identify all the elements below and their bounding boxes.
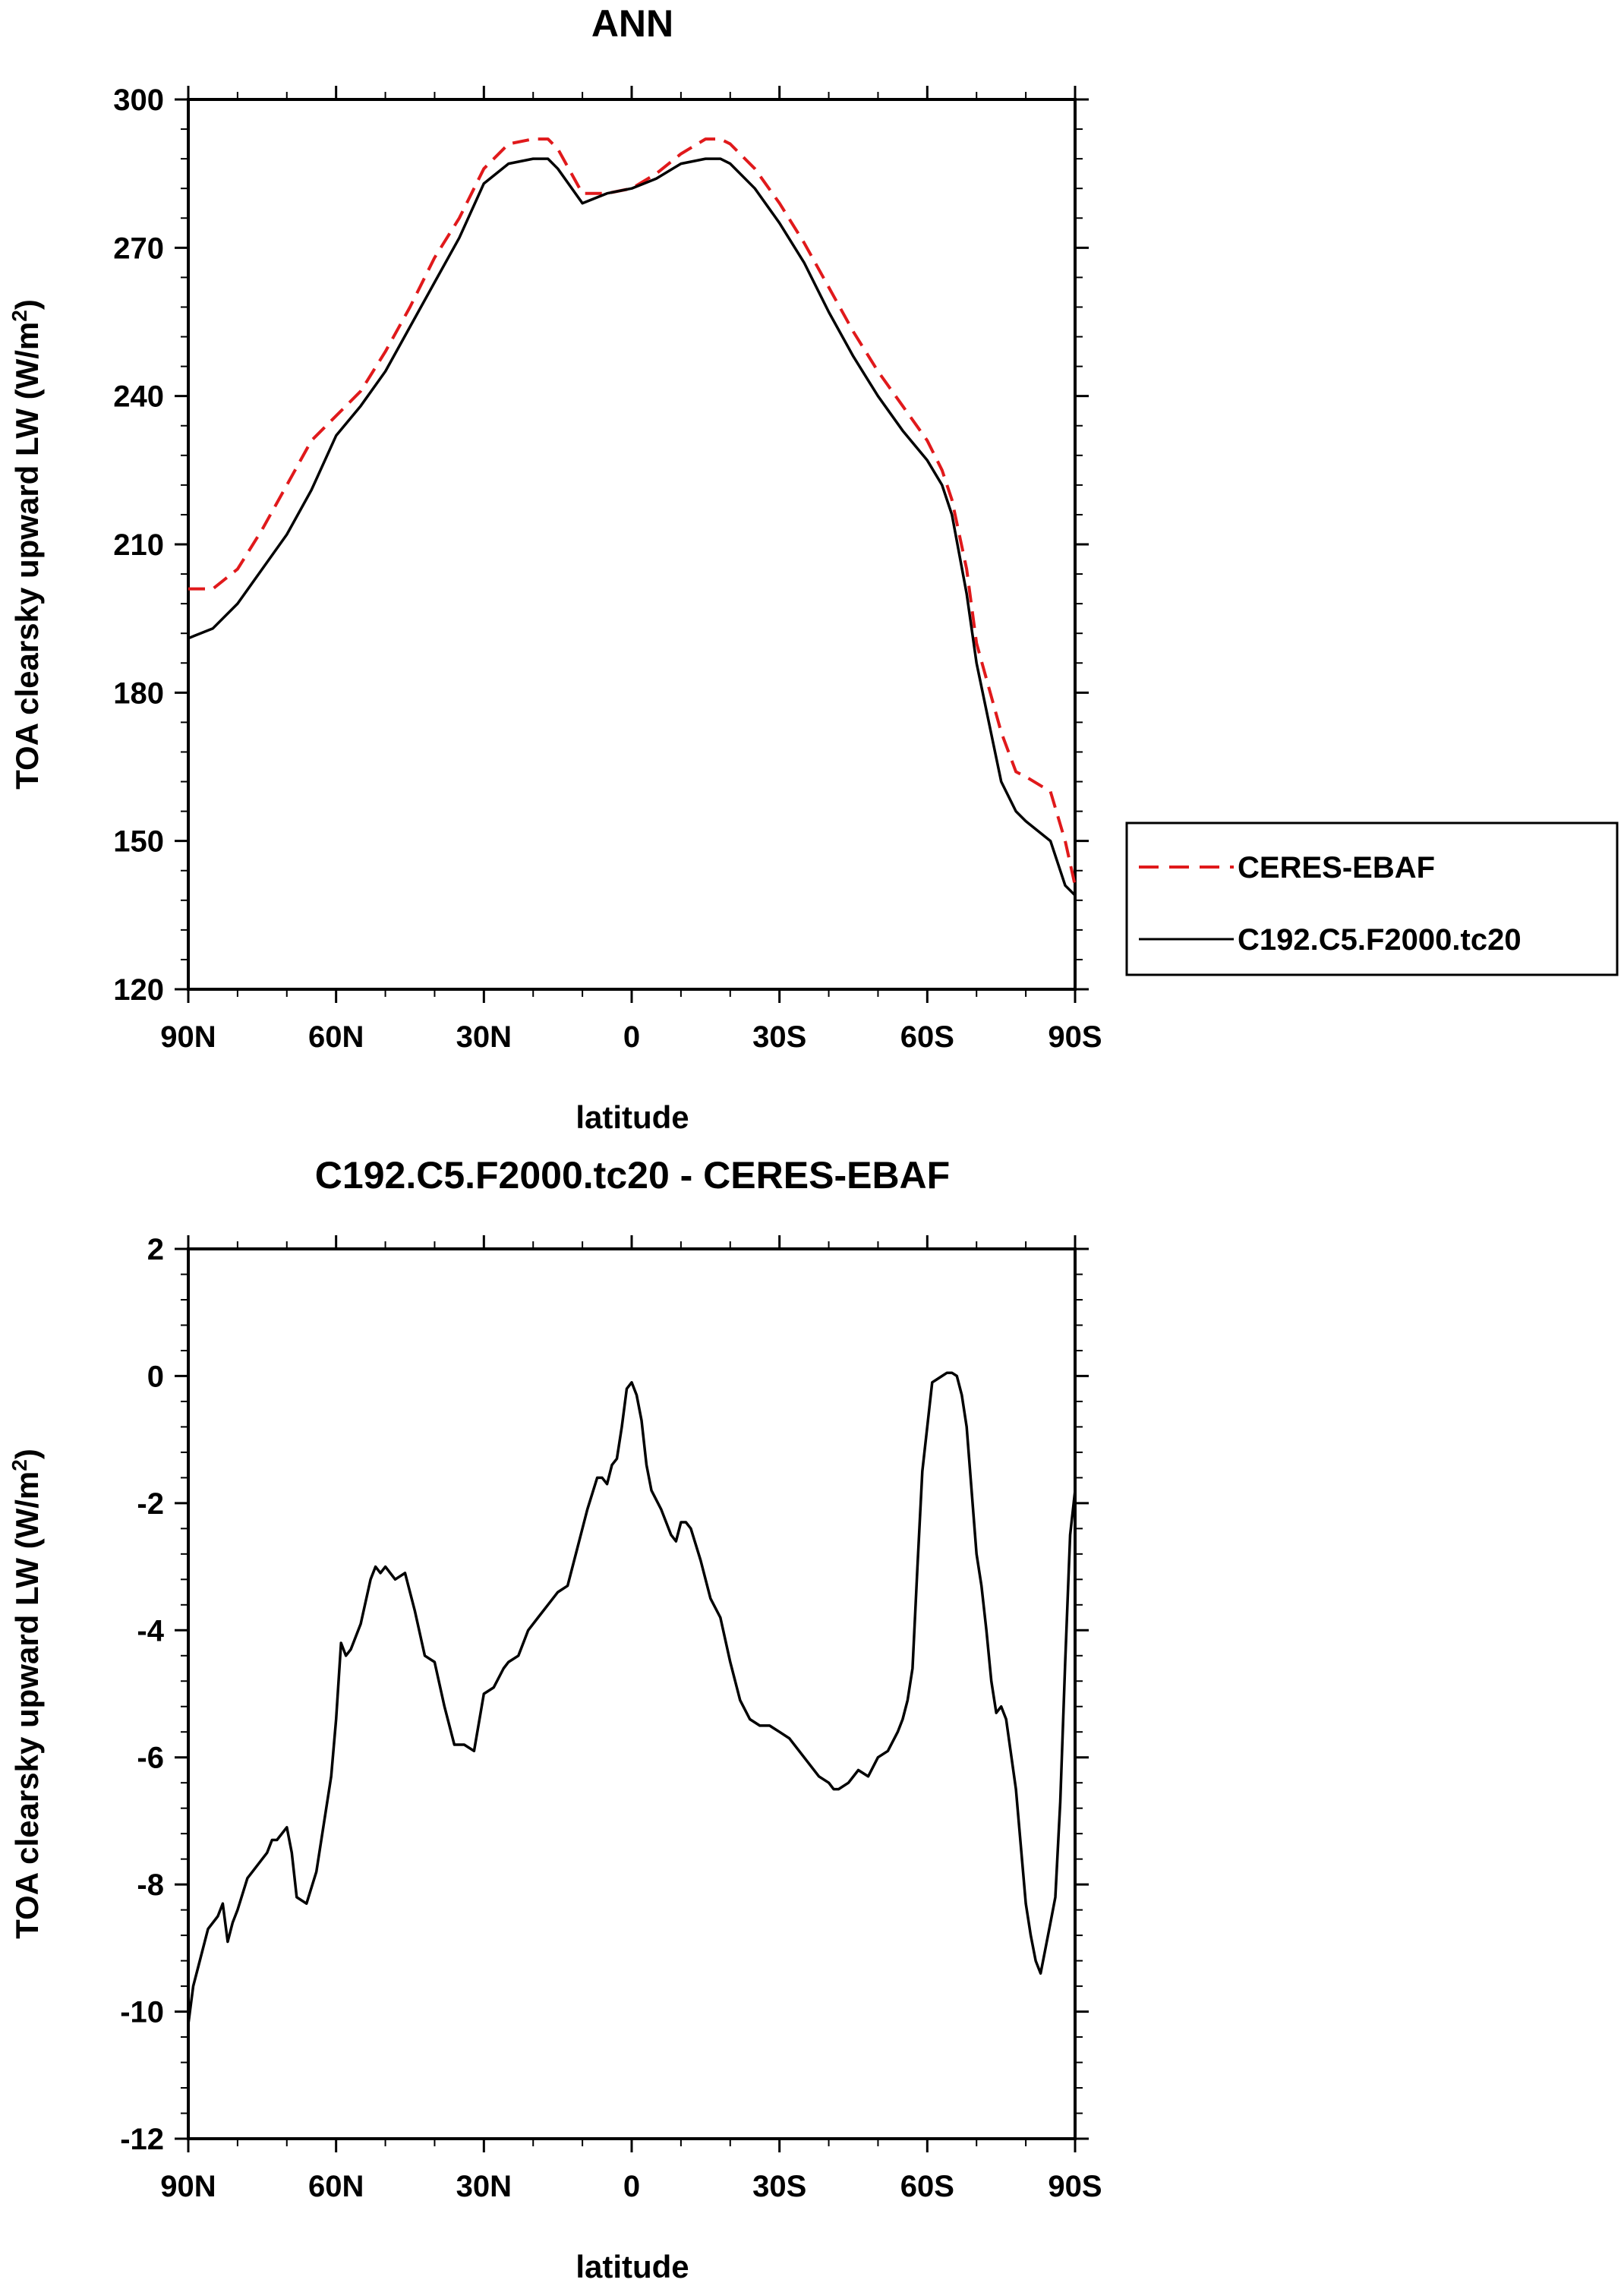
series-line-c192-c5-f2000-tc20 [188,157,1077,897]
axis-ticks [175,86,1089,1003]
y-tick-labels: 120 150 180 210 240 270 300 [113,84,164,1007]
x-tick-label: 30S [752,2170,806,2203]
chart-title: C192.C5.F2000.tc20 - CERES-EBAF [315,1154,950,1197]
y-axis-label-sup: 2 [8,310,31,322]
x-tick-label: 90N [160,2170,216,2203]
y-tick-label: -4 [137,1614,164,1647]
y-tick-label: 180 [113,676,164,710]
y-tick-label: -6 [137,1742,164,1775]
y-axis-label-close: ) [9,299,45,310]
legend-label-ceres-ebaf: CERES-EBAF [1238,851,1435,884]
y-tick-label: 240 [113,380,164,414]
x-tick-label: 90S [1048,1020,1102,1054]
y-axis-label-close: ) [9,1449,45,1459]
x-axis-label: latitude [575,1099,689,1135]
y-axis-label-text: TOA clearsky upward LW (W/m [9,322,45,790]
y-tick-label: -10 [120,1996,164,2029]
x-tick-label: 90N [160,1020,216,1054]
y-tick-label: 0 [147,1360,164,1393]
x-tick-label: 60S [900,1020,954,1054]
x-tick-label: 30S [752,1020,806,1054]
x-tick-label: 30N [456,1020,512,1054]
x-tick-labels: 90N 60N 30N 0 30S 60S 90S [160,2170,1102,2203]
y-tick-label: 2 [147,1233,164,1266]
axis-ticks [175,1235,1089,2152]
y-tick-label: 210 [113,528,164,562]
x-tick-label: 90S [1048,2170,1102,2203]
x-tick-labels: 90N 60N 30N 0 30S 60S 90S [160,1020,1102,1054]
y-tick-label: 150 [113,825,164,859]
y-axis-label: TOA clearsky upward LW (W/m2) [8,299,46,790]
y-tick-label: -2 [137,1487,164,1521]
x-tick-label: 60S [900,2170,954,2203]
y-tick-label: 300 [113,84,164,117]
x-tick-label: 30N [456,2170,512,2203]
y-tick-label: 270 [113,232,164,265]
series-lines [187,1371,1077,2025]
x-axis-label: latitude [575,2249,689,2284]
y-tick-label: -8 [137,1868,164,1902]
y-tick-labels: -12 -10 -8 -6 -4 -2 0 2 [120,1233,165,2156]
y-axis-label: TOA clearsky upward LW (W/m2) [8,1449,46,1939]
annual-zonal-mean-chart: ANN 120 150 180 210 240 270 300 90N 60N 30N 0 30S 6… [8,2,1619,1135]
plot-frame [187,98,1077,991]
x-tick-label: 60N [308,2170,364,2203]
y-tick-label: -12 [120,2123,164,2156]
x-tick-label: 60N [308,1020,364,1054]
x-tick-label: 0 [623,1020,640,1054]
legend: CERES-EBAF C192.C5.F2000.tc20 [1125,821,1619,976]
y-axis-label-text: TOA clearsky upward LW (W/m [9,1471,45,1939]
y-axis-label-sup: 2 [8,1459,31,1471]
series-line-difference [187,1371,1077,2025]
legend-box [1125,821,1619,976]
series-lines [188,137,1077,897]
y-tick-label: 120 [113,973,164,1007]
series-line-ceres-ebaf [188,137,1077,886]
x-tick-label: 0 [623,2170,640,2203]
legend-label-model: C192.C5.F2000.tc20 [1238,923,1522,957]
difference-chart: C192.C5.F2000.tc20 - CERES-EBAF -12 -10 -8… [8,1154,1102,2284]
chart-title: ANN [591,2,673,45]
